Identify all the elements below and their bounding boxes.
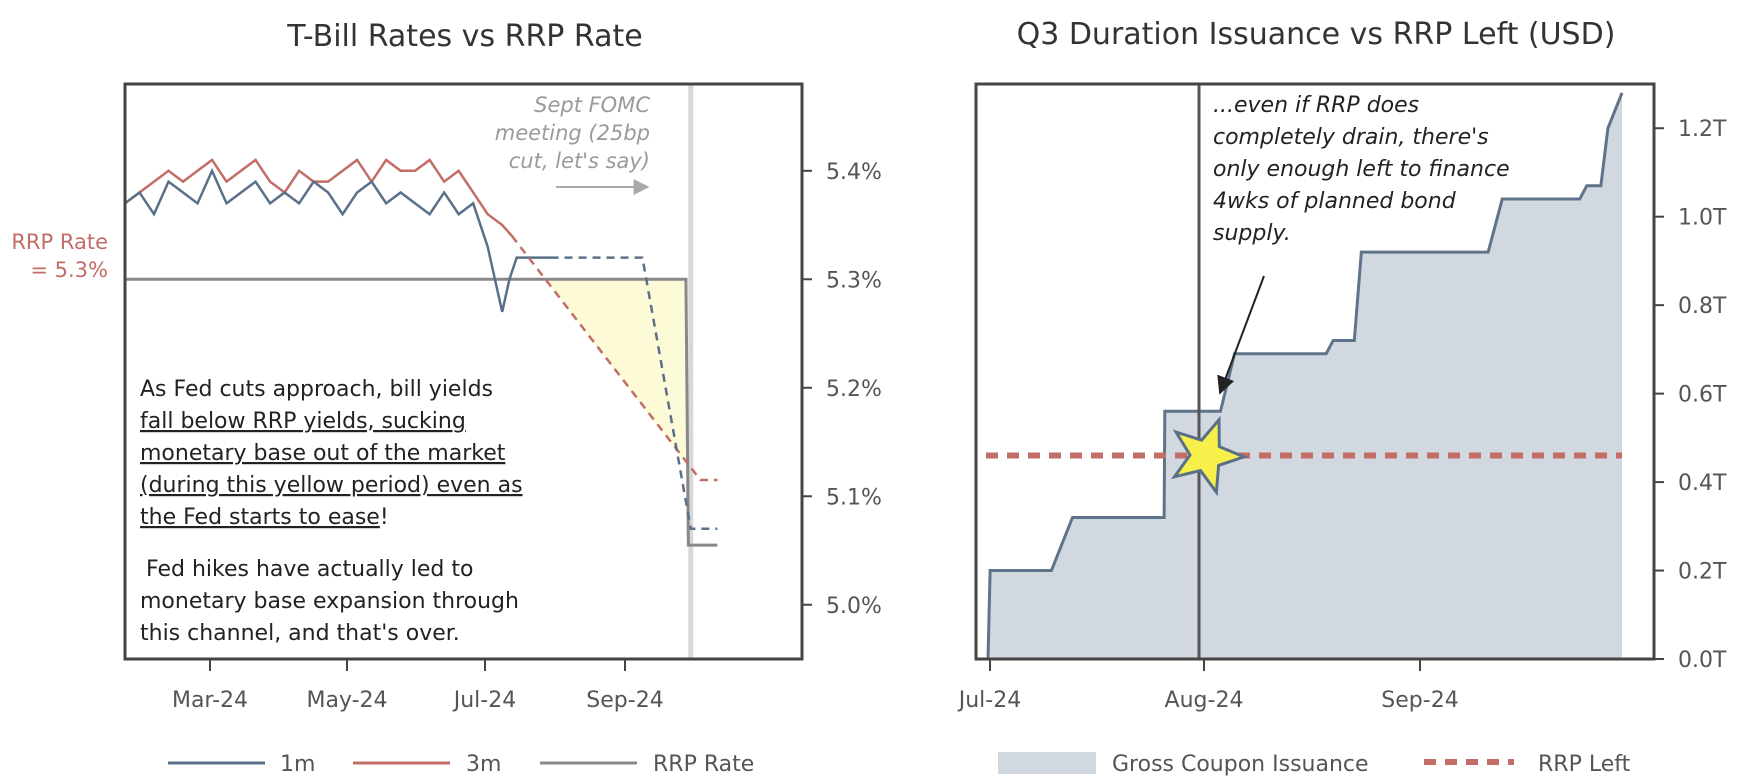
box-line-5-underlined: the Fed starts to ease	[140, 505, 380, 530]
right-plot-frame	[974, 82, 1656, 661]
left-annotation-box: As Fed cuts approach, bill yields fall b…	[140, 377, 523, 646]
left-legend: 1m 3m RRP Rate	[168, 752, 754, 777]
left-ytick-label: 5.1%	[826, 485, 882, 510]
right-ytick-label: 0.0T	[1678, 648, 1727, 673]
left-ytick-label: 5.4%	[826, 160, 882, 185]
right-chart-title: Q3 Duration Issuance vs RRP Left (USD)	[1017, 17, 1616, 52]
series-1m	[124, 167, 551, 313]
legend-label-1m: 1m	[280, 752, 315, 776]
right-ytick-label: 0.6T	[1678, 383, 1727, 408]
box-line-4: (during this yellow period) even as	[140, 473, 523, 498]
note-arrow	[1217, 275, 1265, 395]
rrp-rate-label-2: = 5.3%	[30, 258, 108, 282]
left-plot-frame	[123, 82, 804, 661]
series-rrp-rate	[125, 277, 718, 547]
left-chart-title: T-Bill Rates vs RRP Rate	[286, 19, 642, 54]
star-icon	[1170, 415, 1249, 497]
legend-label-rrp: RRP Rate	[653, 752, 754, 776]
legend-label-issuance: Gross Coupon Issuance	[1112, 752, 1369, 776]
legend-swatch-issuance	[998, 752, 1096, 774]
right-ytick-label: 1.0T	[1678, 206, 1727, 231]
right-plot-area	[974, 82, 1656, 661]
projection-3m	[510, 235, 718, 482]
right-ytick-label: 0.4T	[1678, 471, 1727, 496]
note-line-2: completely drain, there's	[1213, 125, 1489, 150]
left-xtick-label: Jul-24	[452, 688, 516, 713]
note-line-1: ...even if RRP does	[1213, 93, 1419, 118]
left-xtick-label: Sep-24	[586, 688, 663, 713]
note-line-4: 4wks of planned bond	[1213, 189, 1457, 214]
left-ytick-label: 5.3%	[826, 268, 882, 293]
legend-label-rrp-left: RRP Left	[1538, 752, 1631, 776]
box-line-5: the Fed starts to ease!	[140, 505, 389, 530]
projection-1m	[550, 256, 718, 531]
box-line-3: monetary base out of the market	[140, 441, 506, 466]
left-plot-area	[123, 82, 804, 661]
right-ytick-label: 0.8T	[1678, 294, 1727, 319]
box-line-2: fall below RRP yields, sucking	[140, 409, 466, 434]
box-line-7: monetary base expansion through	[140, 589, 519, 614]
box-line-8: this channel, and that's over.	[140, 621, 460, 646]
box-line-6: Fed hikes have actually led to	[146, 557, 473, 582]
left-ytick-label: 5.0%	[826, 594, 882, 619]
left-xtick-label: Mar-24	[172, 688, 248, 713]
left-xtick-label: May-24	[306, 688, 387, 713]
issuance-line	[986, 92, 1624, 660]
right-ytick-label: 1.2T	[1678, 117, 1727, 142]
right-xtick-label: Aug-24	[1165, 688, 1244, 713]
series-3m	[124, 158, 513, 237]
rrp-rate-label-1: RRP Rate	[11, 230, 108, 254]
legend-label-3m: 3m	[466, 752, 501, 776]
fomc-label-3: cut, let's say)	[509, 149, 650, 173]
right-xtick-label: Jul-24	[957, 688, 1021, 713]
note-line-3: only enough left to finance	[1213, 157, 1510, 182]
note-line-5: supply.	[1213, 221, 1291, 246]
left-ytick-label: 5.2%	[826, 377, 882, 402]
right-ytick-label: 0.2T	[1678, 560, 1727, 585]
box-line-1: As Fed cuts approach, bill yields	[140, 377, 493, 402]
fomc-label-2: meeting (25bp	[495, 121, 650, 145]
right-xtick-label: Sep-24	[1381, 688, 1458, 713]
right-legend: Gross Coupon Issuance RRP Left	[998, 752, 1631, 777]
fomc-label-1: Sept FOMC	[534, 93, 650, 117]
box-line-5-exclaim: !	[380, 505, 389, 530]
right-annotation: ...even if RRP does completely drain, th…	[1213, 93, 1510, 395]
